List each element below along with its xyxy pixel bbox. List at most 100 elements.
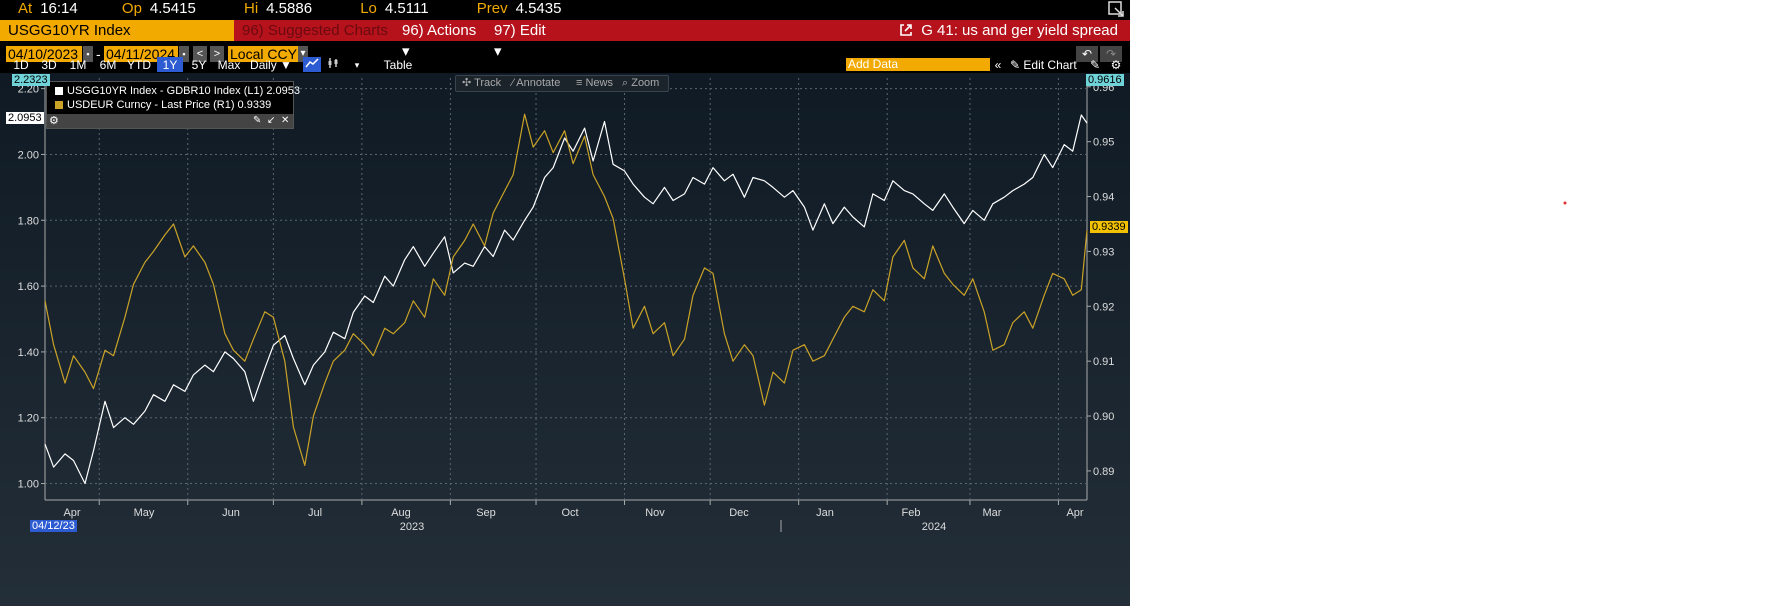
chart-title[interactable]: G 41: us and ger yield spread xyxy=(899,20,1118,41)
series-line-usdeur xyxy=(44,113,1088,466)
collapse-icon[interactable]: ↙ xyxy=(267,115,276,126)
annotate-tool[interactable]: ⁄ Annotate xyxy=(512,77,561,89)
x-tick-label: Apr xyxy=(63,507,80,519)
chart-tools: ✣ Track ⁄ Annotate ≡ News ⌕ Zoom xyxy=(455,75,669,92)
news-tool[interactable]: ≡ News xyxy=(576,77,613,89)
high-value: 4.5886 xyxy=(266,0,313,17)
right-tick-label: 0.94 xyxy=(1093,192,1114,204)
chart-area[interactable]: 1.00 1.20 1.40 1.60 1.80 2.00 2.20 0.89 0.90 0.91… xyxy=(0,73,1130,606)
ticker-input[interactable]: USGG10YR Index xyxy=(0,20,234,41)
edit-chart-label: Edit Chart xyxy=(1023,58,1077,72)
x-tick-label: Jul xyxy=(308,507,322,519)
x-tick-label: Dec xyxy=(729,507,749,519)
at-value: 16:14 xyxy=(40,0,78,17)
series-line-spread xyxy=(44,114,1088,485)
right-axis-last-badge: 0.9339 xyxy=(1090,221,1128,233)
at-label: At xyxy=(18,0,33,17)
quote-bar: At 16:14 Op 4.5415 Hi 4.5886 Lo 4.5111 Prev 4… xyxy=(0,0,1130,18)
external-link-icon[interactable] xyxy=(899,23,913,37)
edit-menu-button[interactable]: 97) Edit ▾ xyxy=(494,22,546,60)
redo-icon[interactable]: ↷ xyxy=(1100,46,1122,62)
legend-swatch xyxy=(55,101,63,110)
range-1d-button[interactable]: 1D xyxy=(13,58,29,72)
prev-value: 4.5435 xyxy=(515,0,562,17)
track-label: Track xyxy=(474,77,502,89)
chevron-left-icon[interactable]: < xyxy=(193,46,207,62)
date-separator: - xyxy=(96,46,101,62)
left-tick-label: 1.60 xyxy=(18,281,39,293)
terminal-window: At 16:14 Op 4.5415 Hi 4.5886 Lo 4.5111 Prev 4… xyxy=(0,0,1130,606)
actions-menu-button[interactable]: 96) Actions ▾ xyxy=(402,22,477,60)
edit-layout-icon[interactable]: ✎ xyxy=(1089,58,1101,72)
frequency-select[interactable]: Daily ▼ xyxy=(250,58,292,72)
right-tick-label: 0.95 xyxy=(1093,137,1114,149)
pin-icon[interactable]: ✎ xyxy=(253,115,262,126)
range-3d-button[interactable]: 3D xyxy=(41,58,57,72)
legend[interactable]: USGG10YR Index - GDBR10 Index (L1) 2.095… xyxy=(46,81,300,129)
chart-canvas[interactable]: 1.00 1.20 1.40 1.60 1.80 2.00 2.20 0.89 0.90 0.91… xyxy=(0,73,1130,606)
range-ytd-button[interactable]: YTD xyxy=(127,58,151,72)
track-tool[interactable]: ✣ Track xyxy=(462,77,502,89)
start-date-input[interactable]: 04/10/2023 xyxy=(6,46,82,62)
currency-value: Local CCY xyxy=(230,46,297,62)
stray-dot xyxy=(1563,201,1567,205)
currency-select[interactable]: Local CCY ▾ xyxy=(228,46,308,62)
close-icon[interactable]: ✕ xyxy=(281,115,290,126)
low-label: Lo xyxy=(360,0,377,17)
range-5y-button[interactable]: 5Y xyxy=(191,58,207,72)
left-tick-label: 2.00 xyxy=(18,149,39,161)
right-tick-label: 0.89 xyxy=(1093,466,1114,478)
annotate-label: Annotate xyxy=(516,77,561,89)
high-label: Hi xyxy=(243,0,259,17)
x-tick-label: May xyxy=(134,507,155,519)
range-6m-button[interactable]: 6M xyxy=(99,58,117,72)
right-tick-label: 0.93 xyxy=(1093,246,1114,258)
expand-icon[interactable] xyxy=(1108,1,1124,17)
x-tick-label: Apr xyxy=(1066,507,1083,519)
x-tick-label: Feb xyxy=(902,507,921,519)
chart-title-text: G 41: us and ger yield spread xyxy=(921,22,1118,39)
line-chart-icon[interactable] xyxy=(303,57,321,72)
gear-icon[interactable]: ⚙ xyxy=(1110,58,1122,72)
add-data-input[interactable]: Add Data xyxy=(846,58,990,71)
x-tick-label: Oct xyxy=(561,507,578,519)
undo-icon[interactable]: ↶ xyxy=(1076,46,1098,62)
low-value: 4.5111 xyxy=(384,0,429,17)
gear-icon[interactable]: ⚙ xyxy=(49,115,59,127)
x-tick-label: Jun xyxy=(222,507,240,519)
legend-toolbar: ⚙ ✎ ↙ ✕ xyxy=(47,114,293,128)
left-tick-label: 1.40 xyxy=(18,347,39,359)
calendar-icon[interactable]: ▪ xyxy=(83,46,93,62)
chevron-right-icon[interactable]: > xyxy=(210,46,224,62)
zoom-tool[interactable]: ⌕ Zoom xyxy=(622,77,660,89)
left-tick-label: 1.20 xyxy=(18,413,39,425)
year-label: 2024 xyxy=(922,521,946,533)
right-tick-label: 0.92 xyxy=(1093,301,1114,313)
left-tick-label: 1.00 xyxy=(18,479,39,491)
open-value: 4.5415 xyxy=(149,0,196,17)
table-button[interactable]: Table xyxy=(383,58,413,72)
year-label: 2023 xyxy=(400,521,424,533)
x-tick-label: Nov xyxy=(645,507,665,519)
edit-chart-button[interactable]: ✎ Edit Chart xyxy=(1010,57,1084,72)
range-max-button[interactable]: Max xyxy=(217,58,241,72)
right-axis-top-badge: 0.9616 xyxy=(1086,74,1124,86)
legend-item-spread[interactable]: USGG10YR Index - GDBR10 Index (L1) 2.095… xyxy=(47,84,300,98)
news-label: News xyxy=(585,77,613,89)
chart-type-dropdown-icon[interactable]: ▾ xyxy=(354,60,360,70)
left-tick-label: 1.80 xyxy=(18,215,39,227)
collapse-toolbar-icon[interactable]: « xyxy=(994,58,1002,72)
candlestick-icon[interactable] xyxy=(324,57,342,72)
legend-value: 0.9339 xyxy=(237,99,272,111)
legend-swatch xyxy=(55,87,63,96)
calendar-icon[interactable]: ▪ xyxy=(179,46,189,62)
zoom-label: Zoom xyxy=(631,77,660,89)
start-date-badge: 04/12/23 xyxy=(30,520,77,532)
range-bar: 1D 3D 1M 6M YTD 1Y 5Y Max Daily ▼ ▾ Tabl… xyxy=(0,57,1130,73)
legend-item-usdeur[interactable]: USDEUR Curncy - Last Price (R1) 0.9339 xyxy=(47,98,293,112)
suggested-charts-button[interactable]: 96) Suggested Charts ▾ xyxy=(242,22,388,60)
x-tick-label: Aug xyxy=(391,507,411,519)
range-1y-button[interactable]: 1Y xyxy=(157,57,183,72)
range-1m-button[interactable]: 1M xyxy=(69,58,87,72)
x-tick-label: Sep xyxy=(476,507,496,519)
